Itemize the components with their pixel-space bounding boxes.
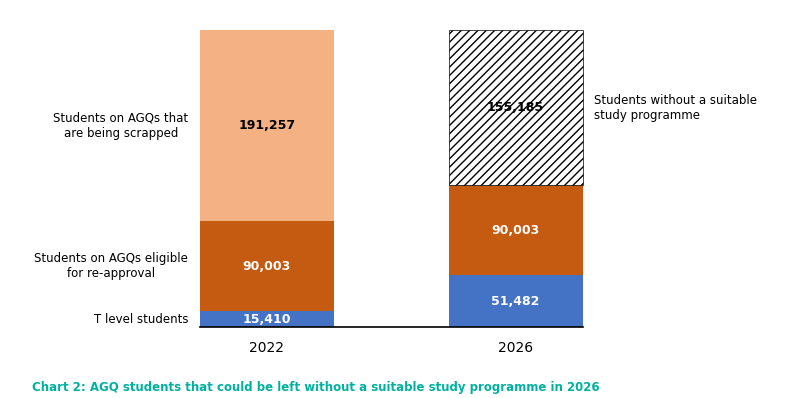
Text: 2026: 2026 (498, 341, 533, 355)
Text: Students without a suitable
study programme: Students without a suitable study progra… (594, 94, 757, 121)
Text: 90,003: 90,003 (491, 224, 540, 237)
Text: 155,185: 155,185 (487, 101, 544, 114)
Text: 15,410: 15,410 (242, 312, 291, 326)
Bar (200, 311, 334, 327)
Text: Students on AGQs that
are being scrapped: Students on AGQs that are being scrapped (54, 111, 188, 140)
Bar (200, 221, 334, 311)
Bar (449, 185, 582, 275)
Bar (200, 30, 334, 221)
Text: 90,003: 90,003 (242, 260, 291, 273)
Bar (449, 30, 582, 185)
Text: 2022: 2022 (250, 341, 284, 355)
Text: 191,257: 191,257 (238, 119, 295, 132)
Text: 51,482: 51,482 (491, 295, 540, 308)
Bar (449, 275, 582, 327)
Text: Students on AGQs eligible
for re-approval: Students on AGQs eligible for re-approva… (34, 252, 188, 280)
Text: Chart 2: AGQ students that could be left without a suitable study programme in 2: Chart 2: AGQ students that could be left… (32, 381, 600, 394)
Text: T level students: T level students (94, 312, 188, 326)
